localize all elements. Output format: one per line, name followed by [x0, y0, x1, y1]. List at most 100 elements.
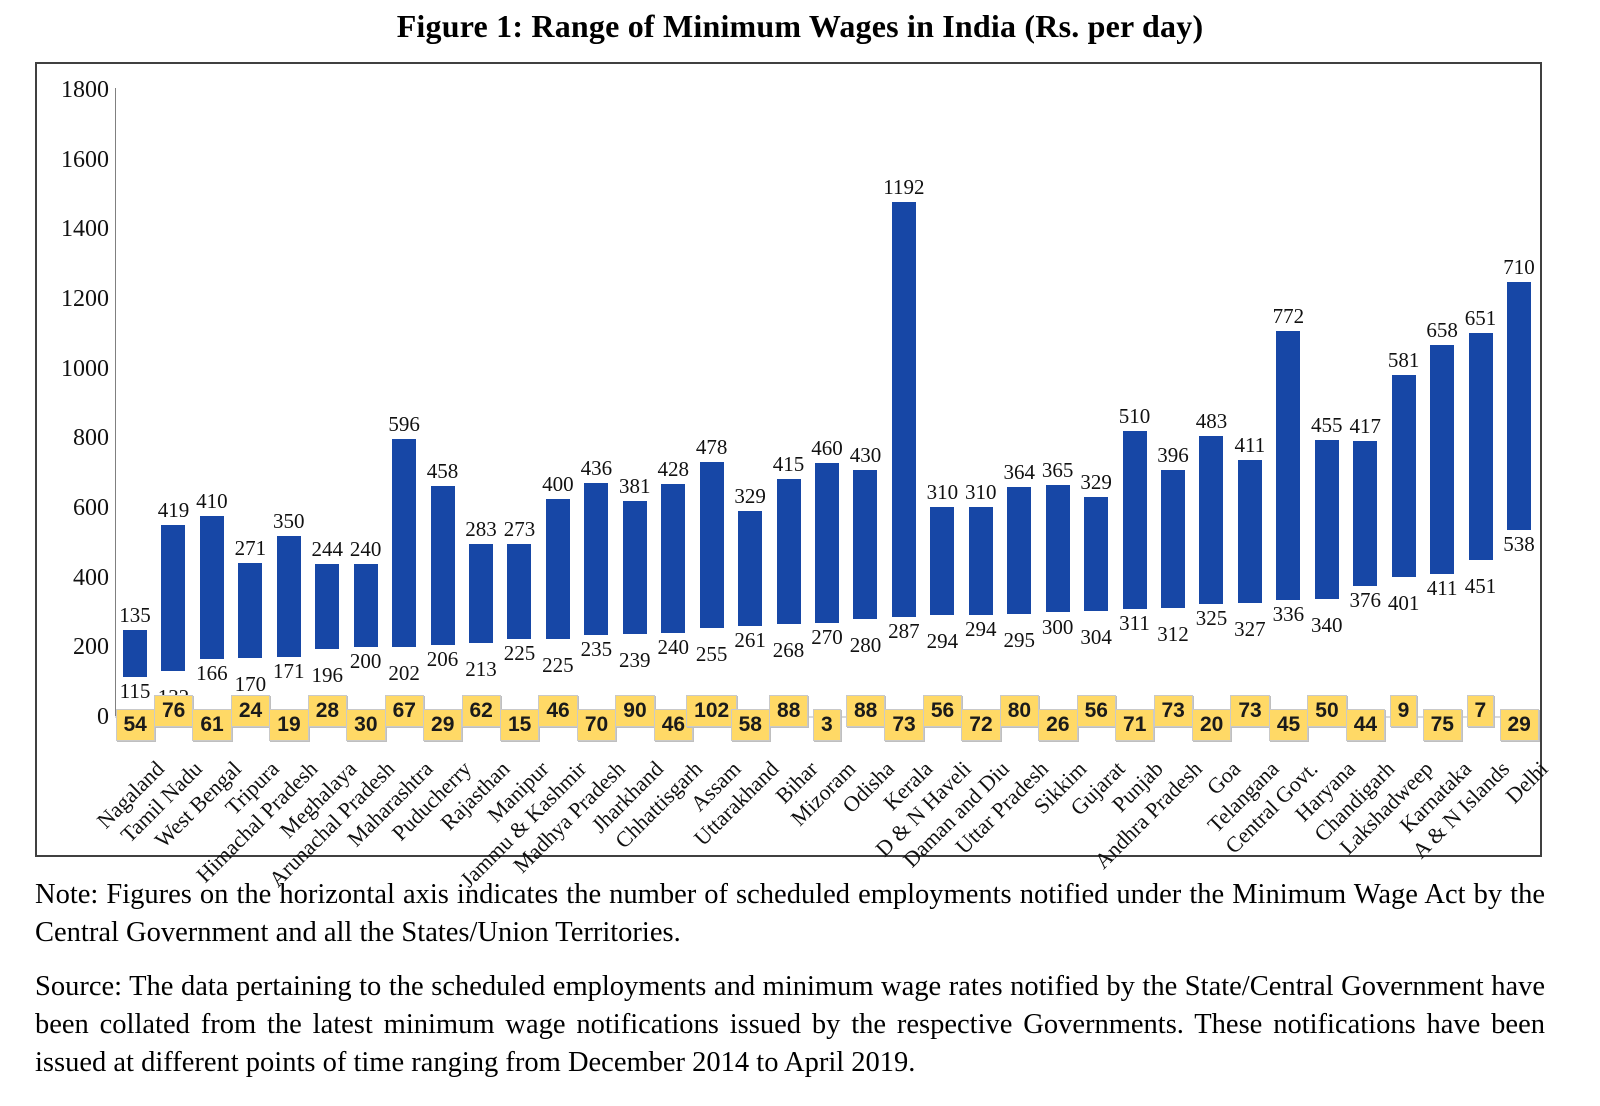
min-value-label: 171: [273, 659, 305, 684]
scheduled-employments-box: 19: [269, 709, 309, 741]
max-value-label: 428: [657, 457, 689, 482]
scheduled-employments-box: 88: [845, 695, 886, 727]
wage-range-bar: [622, 501, 647, 634]
wage-range-bar: [1007, 487, 1032, 615]
wage-range-bar: [123, 629, 147, 677]
max-value-label: 417: [1349, 413, 1381, 438]
scheduled-employments-box: 46: [653, 709, 694, 741]
min-value-label: 376: [1349, 588, 1381, 613]
scheduled-employments-box: 30: [346, 709, 386, 741]
y-tick-label: 1600: [61, 146, 109, 173]
scheduled-employments-box: 90: [615, 695, 655, 727]
max-value-label: 772: [1272, 304, 1305, 329]
min-value-label: 295: [1003, 628, 1035, 653]
max-value-label: 310: [926, 479, 959, 504]
min-value-label: 239: [619, 647, 651, 672]
wage-range-bar: [353, 563, 378, 648]
wage-range-bar: [392, 439, 417, 647]
min-value-label: 225: [503, 640, 536, 665]
max-value-label: 483: [1195, 408, 1228, 433]
wage-range-bar: [1045, 485, 1070, 613]
max-value-label: 273: [503, 516, 536, 541]
wage-range-bar: [1237, 459, 1262, 604]
scheduled-employments-box: 73: [884, 709, 924, 741]
max-value-label: 658: [1426, 317, 1458, 342]
wage-range-bar: [430, 485, 455, 646]
max-value-label: 244: [311, 536, 343, 561]
max-value-label: 310: [965, 479, 997, 504]
y-tick-label: 200: [73, 634, 109, 661]
min-value-label: 268: [772, 637, 805, 662]
wage-range-bar: [930, 506, 955, 615]
chart-title: Figure 1: Range of Minimum Wages in Indi…: [396, 8, 1204, 44]
max-value-label: 581: [1387, 347, 1420, 372]
scheduled-employments-box: 45: [1268, 709, 1309, 741]
scheduled-employments-box: 76: [153, 695, 194, 727]
min-value-label: 213: [465, 656, 497, 681]
min-value-label: 196: [311, 662, 343, 687]
scheduled-employments-box: 88: [769, 695, 809, 727]
max-value-label: 396: [1157, 443, 1189, 468]
min-value-label: 261: [734, 628, 766, 653]
max-value-label: 240: [349, 536, 382, 561]
min-value-label: 401: [1387, 591, 1420, 616]
max-value-label: 710: [1503, 255, 1535, 280]
wage-range-bar: [891, 201, 916, 618]
max-value-label: 478: [695, 434, 728, 459]
min-value-label: 115: [119, 678, 151, 703]
y-tick-label: 800: [73, 425, 109, 452]
min-value-label: 255: [695, 642, 728, 667]
chart-plot-area: 0 200 400 600 800 1000 1200 1400 1600 1800 135 115…: [35, 62, 1553, 892]
scheduled-employments-box: 73: [1230, 695, 1270, 727]
max-value-label: 381: [619, 474, 651, 499]
max-value-label: 135: [119, 602, 151, 627]
max-value-label: 364: [1003, 460, 1035, 485]
min-value-label: 538: [1503, 531, 1535, 556]
wage-range-bar: [1430, 344, 1455, 574]
scheduled-employments-box: 102: [686, 695, 738, 727]
max-value-label: 410: [196, 489, 228, 514]
min-value-label: 451: [1464, 573, 1497, 598]
wage-range-bar: [1161, 470, 1185, 609]
min-value-label: 411: [1426, 575, 1458, 600]
max-value-label: 510: [1118, 404, 1151, 429]
scheduled-employments-box: 54: [115, 709, 155, 741]
scheduled-employments-box: 75: [1422, 709, 1462, 741]
min-value-label: 202: [388, 660, 420, 685]
max-value-label: 411: [1234, 432, 1266, 457]
scheduled-employments-box: 20: [1191, 709, 1232, 741]
max-value-label: 415: [772, 452, 805, 477]
wage-range-bar: [1276, 331, 1301, 600]
wage-range-bar: [661, 484, 686, 634]
scheduled-employments-box: 46: [538, 695, 578, 727]
max-value-label: 329: [1080, 469, 1112, 494]
wage-range-bar: [968, 506, 993, 615]
scheduled-employments-box: 26: [1038, 709, 1078, 741]
y-tick-label: 1400: [61, 216, 109, 243]
wage-range-bar: [1391, 374, 1416, 578]
max-value-label: 436: [580, 456, 613, 481]
scheduled-employments-box: 70: [576, 709, 617, 741]
wage-range-bar: [199, 516, 224, 660]
min-value-label: 294: [926, 628, 959, 653]
max-value-label: 365: [1041, 458, 1074, 483]
y-tick-label: 0: [97, 704, 109, 730]
wage-range-bar: [584, 483, 609, 636]
min-value-label: 200: [349, 649, 382, 674]
wage-range-bar: [776, 479, 801, 624]
scheduled-employments-box: 50: [1307, 695, 1347, 727]
y-axis-line: [115, 88, 116, 718]
max-value-label: 430: [849, 442, 882, 467]
wage-range-bar: [469, 544, 493, 643]
wage-range-bar: [699, 461, 724, 629]
min-value-label: 294: [965, 616, 997, 641]
wage-range-bar: [1507, 282, 1531, 530]
max-value-label: 458: [426, 458, 459, 483]
wage-range-bar: [238, 563, 263, 658]
max-value-label: 350: [273, 508, 305, 533]
scheduled-employments-box: 56: [1076, 695, 1116, 727]
y-tick-label: 400: [73, 564, 109, 591]
wage-range-bar: [1122, 431, 1147, 609]
note-text: Note: Figures on the horizontal axis ind…: [35, 879, 1545, 948]
